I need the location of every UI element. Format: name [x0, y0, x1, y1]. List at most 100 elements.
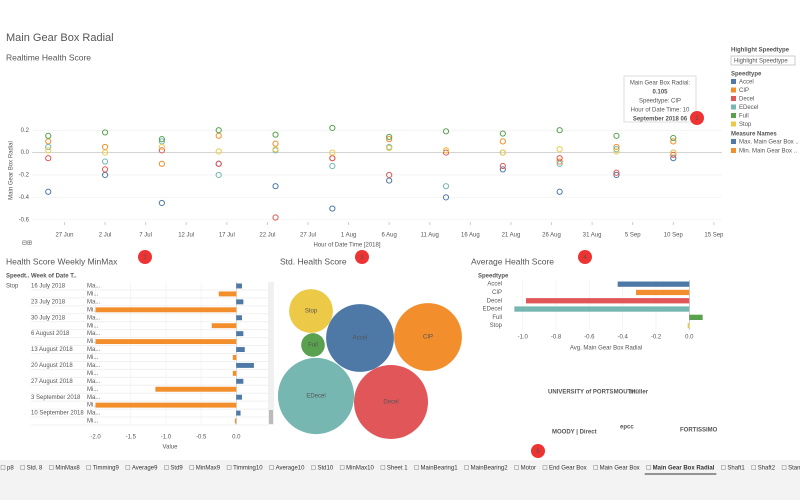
panel-title: Highlight Speedtype [731, 48, 790, 54]
scatter-point [158, 160, 165, 167]
tab[interactable]: p8 [7, 466, 14, 472]
tab-icon [464, 465, 469, 470]
legend-swatch[interactable] [731, 139, 736, 144]
y-tick-label: -0.2 [19, 173, 30, 179]
x-tick-label: 16 Aug [461, 233, 480, 239]
scatter-point [158, 136, 165, 143]
tab[interactable]: MinMax8 [55, 466, 80, 472]
scatter-point [101, 158, 109, 165]
scatter-point [442, 183, 450, 190]
bar [689, 314, 703, 320]
scatter-point [45, 188, 52, 195]
badge [138, 250, 152, 264]
measure-label: Mi... [87, 355, 99, 361]
legend-swatch[interactable] [731, 87, 736, 93]
measure-label: Ma... [87, 347, 101, 353]
x-tick-label: 11 Aug [421, 233, 439, 239]
tab-icon [20, 465, 25, 470]
legend-label[interactable]: Max. Main Gear Box .. [739, 140, 799, 146]
scatter-point [215, 171, 222, 179]
measure-label: Mi... [87, 307, 99, 313]
x-tick-label: 21 Aug [502, 233, 521, 239]
tab[interactable]: Motor [521, 466, 536, 472]
badge [355, 250, 369, 264]
legend-label[interactable]: CIP [739, 88, 749, 94]
legend-swatch[interactable] [731, 148, 736, 153]
legend-swatch[interactable] [731, 96, 736, 101]
chart-title: Average Health Score [471, 256, 554, 266]
highlight-input[interactable] [730, 55, 796, 66]
x-tick-label: 15 Sep [704, 233, 724, 239]
tab[interactable]: Std10 [317, 466, 333, 472]
legend-swatch[interactable] [731, 79, 736, 84]
tab[interactable]: MainBearing2 [471, 466, 509, 472]
tab[interactable]: Shaft2 [758, 466, 776, 472]
tab[interactable]: Std9 [170, 466, 183, 472]
row-label: CIP [492, 290, 502, 296]
scatter-point [45, 155, 52, 162]
legend-label[interactable]: Stop [739, 122, 752, 128]
x-tick-label: 6 Aug [381, 233, 396, 239]
scatter-point [613, 146, 620, 153]
legend-label[interactable]: Decel [739, 97, 754, 103]
bar [155, 386, 237, 392]
legend-label[interactable]: Full [739, 114, 749, 120]
tab[interactable]: MinMax10 [346, 466, 374, 472]
x-tick-label: 7 Jul [139, 233, 152, 239]
scatter-point [272, 183, 279, 190]
measure-label: Ma... [87, 411, 101, 417]
scatter-point [442, 147, 450, 154]
bar [236, 331, 244, 337]
scatter-point [442, 194, 450, 201]
logo: epcc [620, 425, 634, 431]
tab[interactable]: Stanwheel Gear Box [788, 466, 800, 472]
bar [636, 289, 690, 296]
tab[interactable]: MainBearing1 [421, 466, 459, 472]
tab[interactable]: Timming9 [93, 466, 120, 472]
tab-icon [721, 465, 726, 470]
bar [232, 370, 237, 376]
x-tick-label: -2.0 [90, 435, 101, 441]
scatter-point [556, 188, 563, 195]
tab[interactable]: Average9 [132, 466, 158, 472]
legend-swatch[interactable] [731, 113, 736, 118]
x-axis-label: Hour of Date Time [2018] [313, 243, 380, 249]
tab[interactable]: Sheet 1 [387, 466, 408, 472]
tab[interactable]: Main Gear Box Radial [653, 466, 715, 472]
logo: MOODY | Direct [552, 430, 597, 436]
tooltip-text: Hour of Date Time: 10 [631, 108, 690, 114]
legend-label[interactable]: EDecel [739, 105, 758, 111]
scroll-thumb[interactable] [269, 410, 273, 424]
bubble-label: Accel [353, 336, 368, 342]
scatter-point [613, 171, 620, 179]
logo: UNIVERSITY of PORTSMOUTH [548, 390, 636, 396]
x-tick-label: 1 Aug [341, 233, 356, 239]
scatter-point [272, 146, 279, 153]
tab[interactable]: Timming10 [233, 466, 263, 472]
scrollbar[interactable] [268, 282, 274, 425]
legend-swatch[interactable] [731, 104, 736, 110]
scatter-point [215, 132, 222, 139]
scatter-point [499, 149, 506, 156]
scatter-point [272, 140, 279, 147]
scatter-point [499, 166, 506, 173]
logo: FORTISSIMO [680, 428, 718, 434]
legend-swatch[interactable] [731, 121, 736, 127]
tooltip-text: September 2018 06 [633, 117, 688, 123]
bar [514, 306, 690, 312]
bubble [326, 304, 394, 372]
legend-label[interactable]: Min. Main Gear Box .. [739, 149, 797, 155]
scatter-point [45, 143, 52, 151]
legend-label[interactable]: Accel [739, 80, 754, 86]
tab[interactable]: Std. 8 [27, 466, 43, 472]
section-title: Realtime Health Score [6, 52, 91, 62]
tab-icon [339, 465, 345, 470]
scatter-point [670, 134, 677, 142]
tab[interactable]: Average10 [276, 466, 306, 472]
tab[interactable]: MinMax9 [196, 466, 221, 472]
scatter-point [613, 169, 620, 176]
y-tick-label: -0.6 [19, 217, 30, 223]
tab[interactable]: Main Gear Box [600, 466, 640, 472]
tab[interactable]: Shaft1 [727, 466, 745, 472]
tab[interactable]: End Gear Box [549, 466, 587, 472]
